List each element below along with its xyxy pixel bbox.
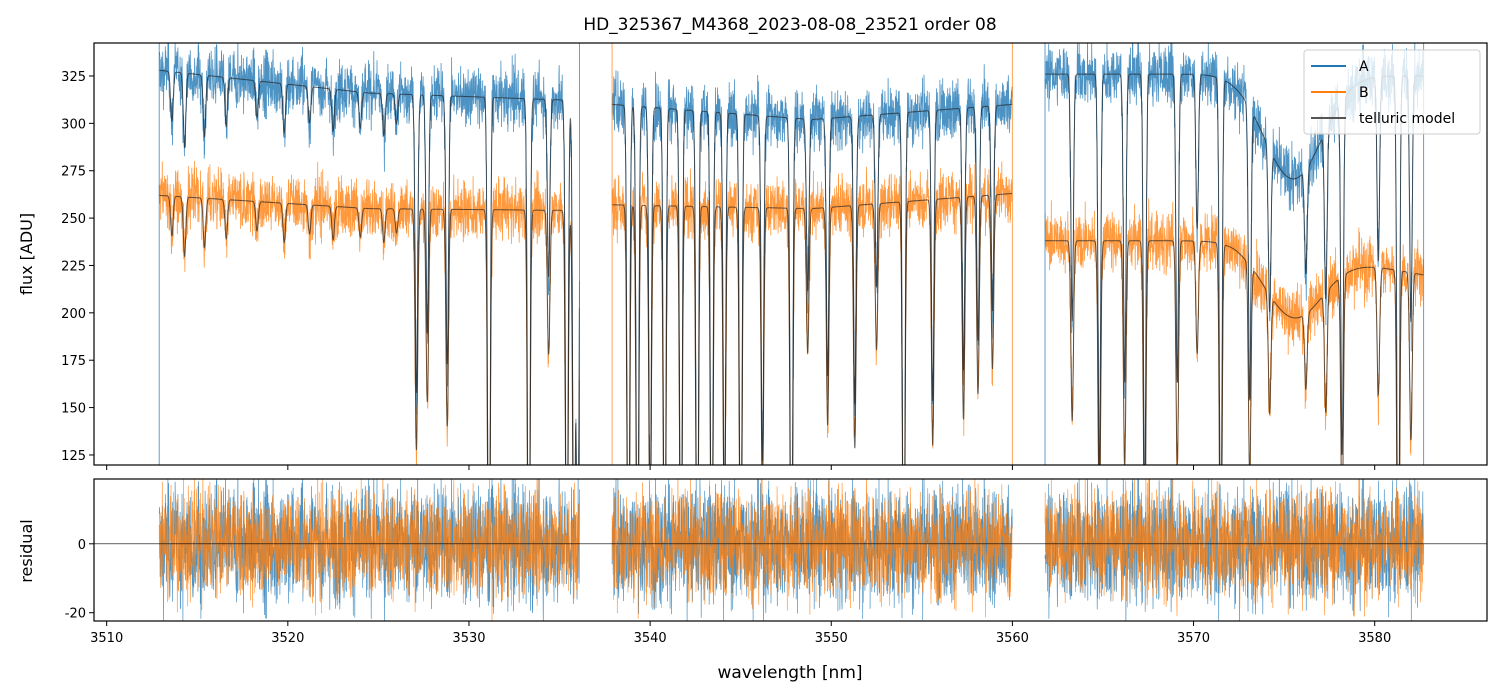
x-tick-label: 3580 [1358, 631, 1391, 646]
telluric-model-b-line [159, 194, 580, 465]
telluric-model-a-line [159, 69, 580, 465]
residual-b-line [611, 479, 1013, 619]
residual-y-tick-label: -20 [65, 607, 86, 622]
legend: A B telluric model [1303, 49, 1481, 135]
legend-label-model: telluric model [1359, 111, 1455, 127]
telluric-model-b-line [1045, 240, 1424, 465]
x-tick-label: 3560 [996, 631, 1029, 646]
x-tick-label: 3550 [815, 631, 848, 646]
bottom-axes-frame [93, 478, 1488, 622]
legend-label-b: B [1359, 85, 1369, 101]
y-tick-label: 200 [61, 307, 86, 322]
x-tick-label: 3510 [90, 631, 123, 646]
series-b-line [1044, 198, 1424, 465]
y-axis-label-bottom: residual [17, 519, 36, 582]
y-tick-label: 175 [61, 354, 86, 369]
x-axis-label: wavelength [nm] [717, 663, 862, 683]
residual-b-line [1044, 479, 1424, 617]
x-tick-label: 3570 [1177, 631, 1210, 646]
y-tick-label: 150 [61, 402, 86, 417]
y-tick-label: 250 [61, 212, 86, 227]
y-tick-label: 325 [61, 70, 86, 85]
y-tick-label: 225 [61, 259, 86, 274]
residual-y-tick-label: 0 [78, 538, 86, 553]
x-tick-label: 3530 [452, 631, 485, 646]
telluric-model-a-line [612, 103, 1013, 465]
series-b-line [158, 160, 580, 465]
top-axes-frame [93, 42, 1488, 466]
legend-label-a: A [1359, 59, 1369, 75]
series-b-line [611, 161, 1013, 465]
chart-title: HD_325367_M4368_2023-08-08_23521 order 0… [583, 15, 996, 35]
y-tick-label: 275 [61, 165, 86, 180]
y-tick-label: 125 [61, 449, 86, 464]
y-tick-label: 300 [61, 117, 86, 132]
x-tick-label: 3540 [634, 631, 667, 646]
x-tick-label: 3520 [271, 631, 304, 646]
telluric-model-b-line [612, 193, 1013, 465]
residual-b-line [158, 479, 580, 621]
y-axis-label-top: flux [ADU] [17, 213, 36, 295]
